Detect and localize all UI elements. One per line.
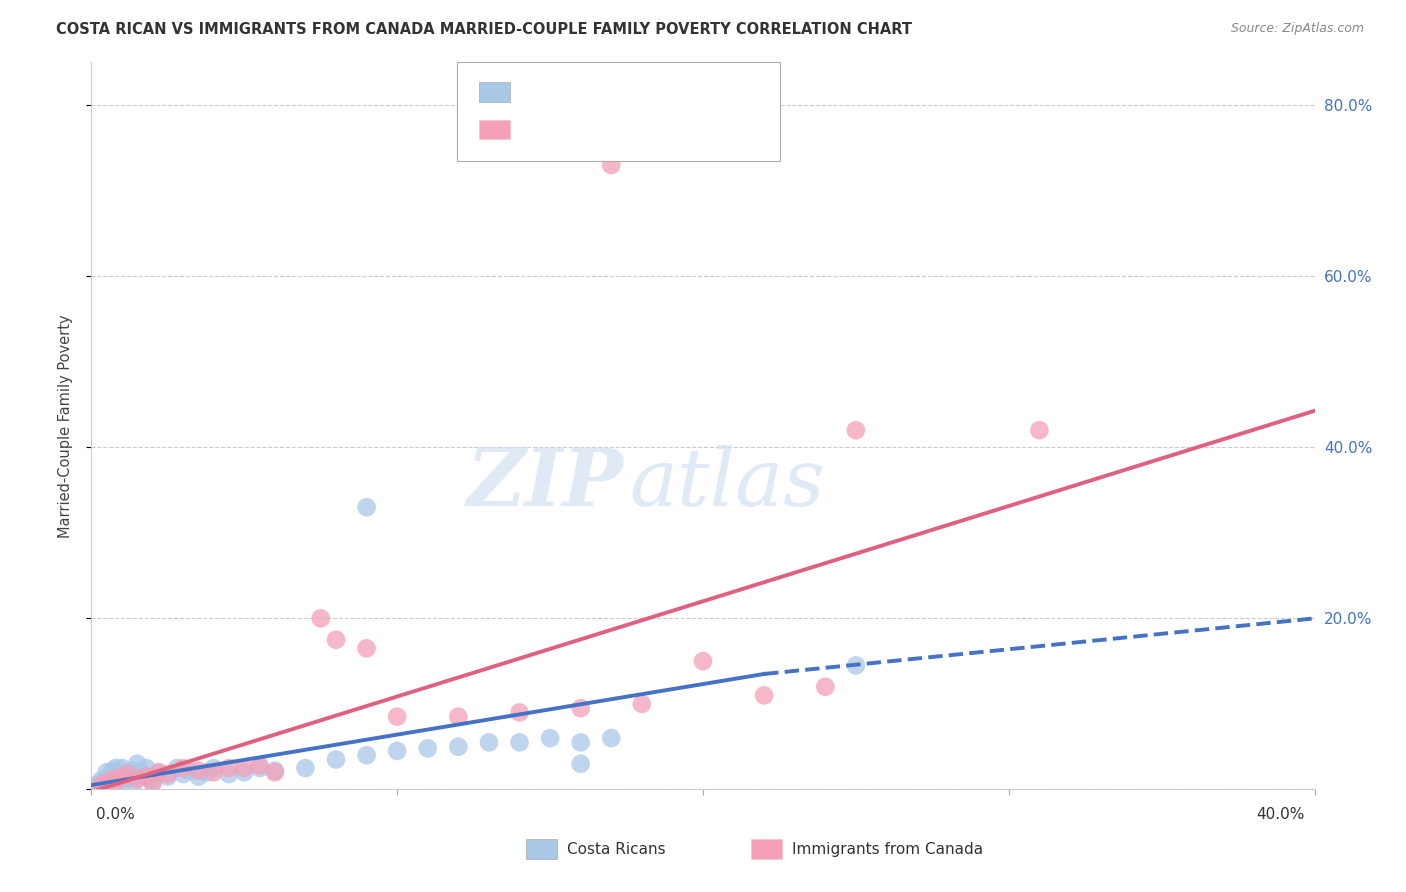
Point — [202, 765, 225, 780]
Point — [138, 772, 160, 786]
Point — [156, 770, 179, 784]
Point — [179, 764, 201, 778]
Point — [569, 701, 592, 715]
Point — [478, 735, 501, 749]
Point — [385, 744, 409, 758]
Point — [416, 741, 439, 756]
Text: 0.261: 0.261 — [565, 83, 617, 101]
Point — [96, 765, 118, 780]
Point — [172, 767, 194, 781]
Point — [141, 775, 163, 789]
Point — [385, 710, 409, 724]
Point — [325, 632, 347, 647]
Point — [90, 773, 112, 788]
Point — [218, 767, 240, 781]
Text: R =: R = — [520, 83, 557, 101]
Point — [356, 500, 378, 515]
Point — [132, 767, 155, 781]
Point — [356, 641, 378, 656]
Point — [127, 756, 149, 771]
Point — [156, 767, 179, 781]
Point — [600, 158, 623, 172]
Point — [447, 739, 470, 754]
Point — [104, 773, 127, 788]
Point — [104, 761, 127, 775]
Point — [233, 765, 256, 780]
Point — [111, 770, 134, 784]
Point — [814, 680, 837, 694]
Point — [218, 761, 240, 775]
Text: Source: ZipAtlas.com: Source: ZipAtlas.com — [1230, 22, 1364, 36]
Point — [309, 611, 332, 625]
Point — [197, 765, 219, 780]
Point — [127, 772, 149, 786]
Point — [148, 765, 170, 780]
Point — [569, 756, 592, 771]
Text: N =: N = — [626, 120, 673, 138]
Text: R =: R = — [520, 120, 557, 138]
Point — [141, 775, 163, 789]
Point — [86, 778, 108, 792]
Point — [117, 767, 139, 781]
Point — [172, 761, 194, 775]
Point — [101, 764, 124, 778]
Text: 50: 50 — [682, 83, 704, 101]
Point — [356, 748, 378, 763]
Point — [845, 423, 868, 437]
Point — [101, 772, 124, 786]
Y-axis label: Married-Couple Family Poverty: Married-Couple Family Poverty — [58, 314, 73, 538]
Text: Costa Ricans: Costa Ricans — [567, 842, 665, 856]
Point — [122, 775, 145, 789]
Point — [600, 731, 623, 745]
Point — [509, 735, 531, 749]
Point — [101, 767, 124, 781]
Point — [108, 770, 131, 784]
Point — [96, 772, 118, 786]
Point — [249, 761, 271, 775]
Text: COSTA RICAN VS IMMIGRANTS FROM CANADA MARRIED-COUPLE FAMILY POVERTY CORRELATION : COSTA RICAN VS IMMIGRANTS FROM CANADA MA… — [56, 22, 912, 37]
Point — [129, 765, 152, 780]
Point — [135, 770, 157, 784]
Point — [111, 761, 134, 775]
Point — [90, 778, 112, 792]
Point — [187, 770, 209, 784]
Point — [294, 761, 316, 775]
Point — [187, 764, 209, 778]
Point — [538, 731, 561, 745]
Point — [127, 770, 149, 784]
Point — [135, 761, 157, 775]
Text: ZIP: ZIP — [467, 445, 623, 523]
Point — [631, 697, 654, 711]
Text: N =: N = — [626, 83, 673, 101]
Point — [569, 735, 592, 749]
Text: atlas: atlas — [630, 445, 825, 523]
Point — [692, 654, 714, 668]
Point — [264, 764, 287, 778]
Point — [117, 767, 139, 781]
Point — [264, 765, 287, 780]
Point — [96, 775, 118, 789]
Point — [120, 764, 142, 778]
Point — [447, 710, 470, 724]
Point — [202, 761, 225, 775]
Text: 0.558: 0.558 — [565, 120, 617, 138]
Point — [166, 761, 188, 775]
Text: 40.0%: 40.0% — [1257, 807, 1305, 822]
Point — [325, 752, 347, 766]
Point — [249, 758, 271, 772]
Point — [233, 761, 256, 775]
Text: 0.0%: 0.0% — [96, 807, 135, 822]
Point — [509, 706, 531, 720]
Point — [111, 772, 134, 786]
Point — [98, 770, 121, 784]
Point — [148, 765, 170, 780]
Point — [104, 775, 127, 789]
Point — [1028, 423, 1050, 437]
Point — [114, 773, 136, 788]
Text: 32: 32 — [682, 120, 706, 138]
Point — [754, 689, 776, 703]
Point — [845, 658, 868, 673]
Point — [93, 775, 115, 789]
Text: Immigrants from Canada: Immigrants from Canada — [792, 842, 983, 856]
